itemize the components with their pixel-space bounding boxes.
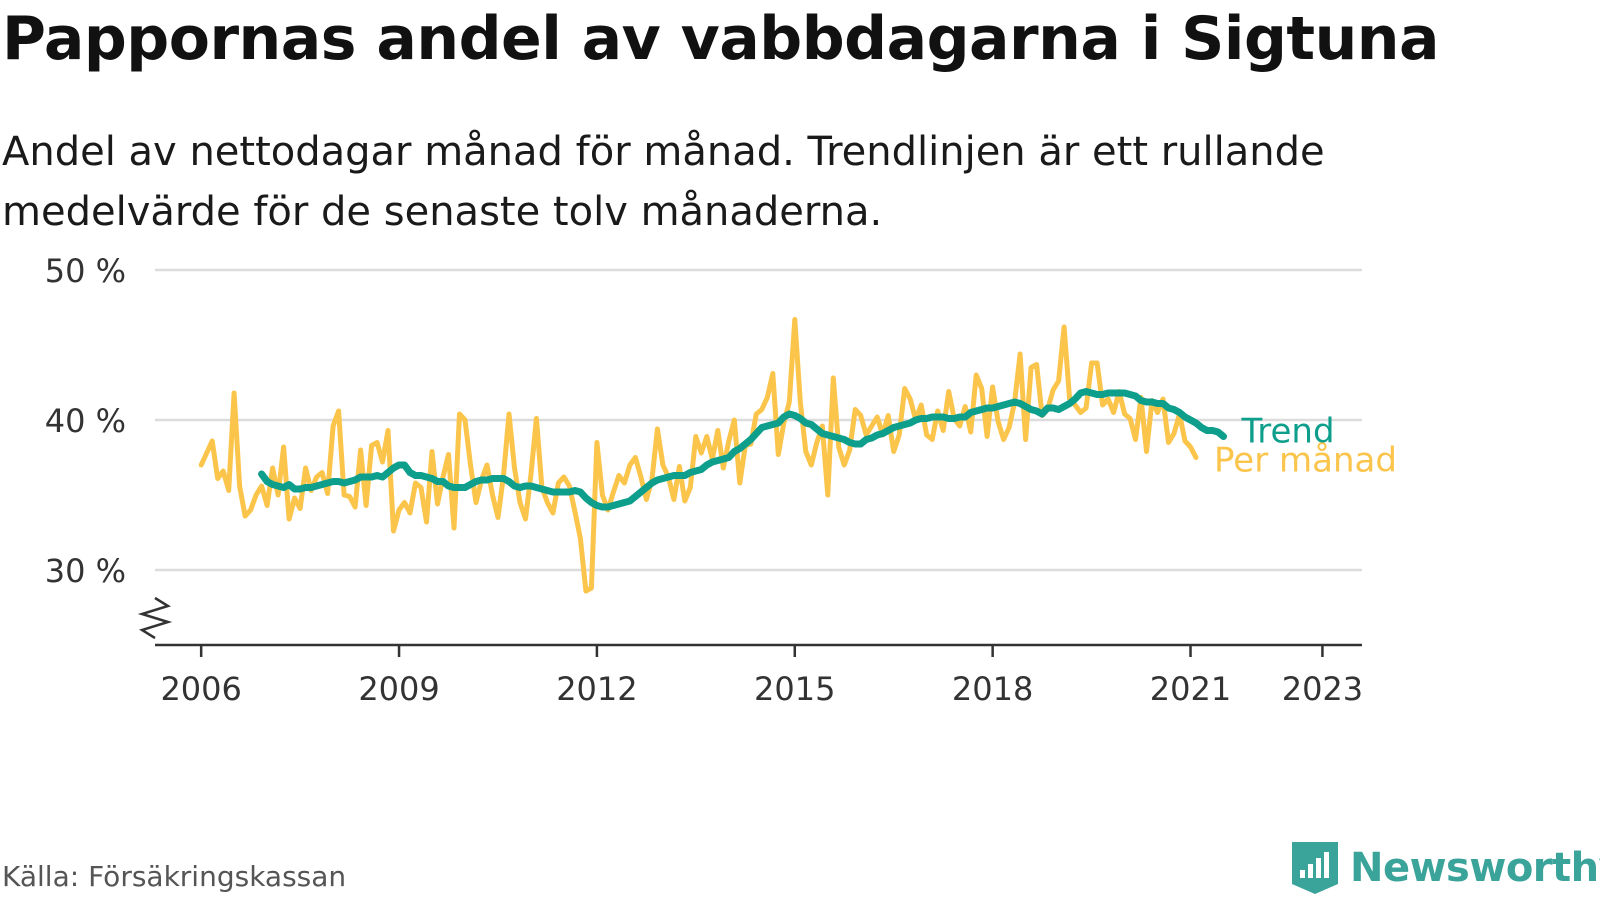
newsworthy-logo-icon — [1292, 842, 1338, 894]
y-axis: 30 % 40 % 50 % — [45, 252, 173, 640]
series-lines — [198, 317, 1227, 594]
x-tick-label: 2006 — [160, 670, 241, 708]
series-label-monthly: Per månad — [1214, 441, 1397, 481]
brand-logo: Newsworthy — [1290, 840, 1600, 896]
chart-title: Pappornas andel av vabbdagarna i Sigtuna — [2, 4, 1440, 74]
series-line-trend — [258, 388, 1227, 511]
y-tick-label: 40 % — [45, 402, 126, 440]
x-tick-label: 2021 — [1150, 670, 1231, 708]
line-chart: 30 % 40 % 50 % 2006 2009 2012 2015 2018 2021 202… — [45, 252, 1397, 708]
axis-break-icon — [137, 596, 173, 640]
y-tick-label: 50 % — [45, 252, 126, 290]
x-tick-label: 2015 — [754, 670, 835, 708]
chart-subtitle: Andel av nettodagar månad för månad. Tre… — [2, 129, 1325, 235]
x-tick-label: 2018 — [952, 670, 1033, 708]
brand-name: Newsworthy — [1350, 845, 1600, 891]
x-tick-label: 2012 — [556, 670, 637, 708]
y-tick-label: 30 % — [45, 552, 126, 590]
gridlines — [155, 268, 1362, 572]
series-label-trend: Trend — [1240, 412, 1334, 452]
x-axis: 2006 2009 2012 2015 2018 2021 2023 — [155, 643, 1363, 708]
source-note: Källa: Försäkringskassan — [2, 860, 347, 893]
x-tick-label: 2023 — [1282, 670, 1363, 708]
x-tick-label: 2009 — [358, 670, 439, 708]
series-line-monthly — [198, 317, 1199, 594]
